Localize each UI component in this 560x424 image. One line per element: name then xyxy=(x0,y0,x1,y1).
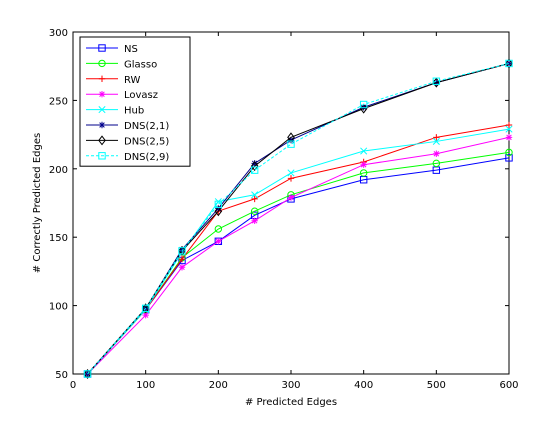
star-marker xyxy=(251,160,258,167)
circle-marker xyxy=(250,207,259,215)
star-marker xyxy=(178,246,186,253)
x-marker xyxy=(98,106,106,114)
star-marker xyxy=(142,311,149,319)
square-marker xyxy=(214,200,223,209)
series-line xyxy=(87,62,510,375)
plus-marker xyxy=(98,75,106,82)
star-marker xyxy=(84,370,91,378)
square-marker xyxy=(505,59,513,68)
star-marker xyxy=(287,136,295,144)
star-marker xyxy=(215,205,222,212)
star-marker xyxy=(433,150,440,157)
axis-ticks: 0 100 200 300 400 500 600 50 100 150 200 250 300 xyxy=(49,28,519,391)
x-marker xyxy=(251,191,259,199)
x-marker xyxy=(505,125,513,133)
x-tick-label: 600 xyxy=(499,380,518,391)
plus-marker xyxy=(433,134,440,141)
star-marker xyxy=(251,217,258,224)
square-marker xyxy=(432,77,441,85)
diamond-marker xyxy=(505,58,513,69)
legend-label: DNS(2,1) xyxy=(124,121,169,132)
legend-label: Lovasz xyxy=(124,90,158,101)
plus-marker xyxy=(505,121,513,129)
legend-item: DNS(2,9) xyxy=(86,152,169,163)
x-tick-label: 400 xyxy=(354,380,373,391)
y-tick-label: 150 xyxy=(49,233,68,244)
star-marker xyxy=(287,194,295,201)
circle-marker xyxy=(98,59,106,68)
square-marker xyxy=(141,304,150,313)
legend-label: Glasso xyxy=(124,59,157,70)
legend-item: DNS(2,1) xyxy=(86,121,169,132)
circle-marker xyxy=(505,148,513,157)
square-marker xyxy=(98,44,106,52)
legend-label: Hub xyxy=(124,106,144,117)
square-marker xyxy=(505,154,513,162)
series-dns-2-9- xyxy=(83,59,513,378)
x-marker xyxy=(432,137,440,145)
legend-item: Lovasz xyxy=(86,90,158,101)
diamond-marker xyxy=(141,303,150,314)
plus-marker xyxy=(178,255,186,263)
diamond-marker xyxy=(98,135,106,146)
diamond-marker xyxy=(250,161,259,172)
y-axis-label: # Correctly Predicted Edges xyxy=(32,133,43,273)
diamond-marker xyxy=(83,368,92,380)
legend-box xyxy=(79,36,191,167)
x-tick-label: 200 xyxy=(209,380,228,391)
legend-item: RW xyxy=(86,75,141,86)
x-marker xyxy=(287,169,295,177)
legend-item: DNS(2,5) xyxy=(86,135,169,147)
square-marker xyxy=(287,140,295,148)
x-axis-label: # Predicted Edges xyxy=(245,397,337,408)
square-marker xyxy=(359,100,368,109)
star-marker xyxy=(360,161,367,168)
y-tick-label: 250 xyxy=(49,96,68,107)
series-lovasz xyxy=(84,134,513,378)
diamond-marker xyxy=(214,206,223,217)
square-marker xyxy=(178,247,186,255)
star-marker xyxy=(215,238,222,245)
x-tick-label: 500 xyxy=(427,380,446,391)
y-tick-label: 100 xyxy=(49,302,68,313)
legend-label: NS xyxy=(124,44,138,55)
legend: NS Glasso RW Lovasz Hub DNS(2,1) DNS(2,5) DNS(2… xyxy=(79,36,191,167)
square-marker xyxy=(250,166,259,174)
legend-label: DNS(2,5) xyxy=(124,136,169,147)
plus-marker xyxy=(287,175,295,182)
square-marker xyxy=(83,370,92,378)
legend-item: Glasso xyxy=(86,59,157,70)
legend-item: Hub xyxy=(86,106,144,117)
legend-item: NS xyxy=(86,44,138,55)
star-marker xyxy=(505,134,513,141)
circle-marker xyxy=(359,169,368,177)
x-tick-label: 300 xyxy=(281,380,300,391)
star-marker xyxy=(98,121,106,129)
x-tick-label: 0 xyxy=(70,380,76,391)
legend-label: RW xyxy=(124,75,141,86)
circle-marker xyxy=(432,159,441,168)
star-marker xyxy=(178,264,186,271)
circle-marker xyxy=(214,225,223,233)
series-layer xyxy=(83,58,513,380)
x-tick-label: 100 xyxy=(136,380,155,391)
y-tick-label: 200 xyxy=(49,165,68,176)
y-tick-label: 50 xyxy=(55,370,68,381)
x-marker xyxy=(360,147,368,155)
y-tick-label: 300 xyxy=(49,28,68,39)
diamond-marker xyxy=(287,132,295,143)
square-marker xyxy=(98,152,106,160)
plus-marker xyxy=(251,195,258,203)
diamond-marker xyxy=(178,245,186,256)
star-marker xyxy=(98,91,106,98)
legend-label: DNS(2,9) xyxy=(124,152,169,163)
